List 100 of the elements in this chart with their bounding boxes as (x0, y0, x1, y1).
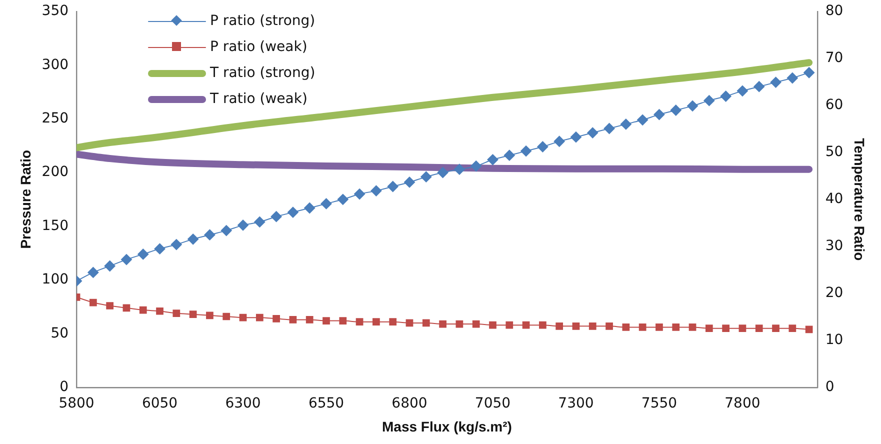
point (156, 307, 164, 315)
point (506, 321, 514, 329)
point (238, 220, 249, 231)
y2-axis-title: Temperature Ratio (852, 138, 868, 261)
point (356, 318, 364, 326)
x-tick-label: 5800 (58, 395, 94, 412)
point (372, 318, 380, 326)
point (588, 322, 596, 330)
point (755, 324, 763, 332)
point (772, 324, 780, 332)
point (688, 324, 696, 331)
point (422, 319, 430, 327)
point (522, 321, 530, 329)
point (104, 260, 116, 272)
point (738, 324, 746, 332)
y-tick-label: 350 (42, 3, 69, 20)
point (454, 164, 465, 175)
point (270, 211, 282, 222)
x-tick-label: 7800 (724, 395, 760, 412)
point (204, 229, 216, 240)
y-tick-label: 250 (42, 110, 69, 126)
point (456, 320, 464, 328)
y2-tick-label: 40 (825, 191, 844, 208)
point (704, 95, 715, 106)
point (272, 314, 280, 322)
point (354, 188, 366, 200)
point (88, 266, 99, 278)
y2-tick-label: 60 (825, 97, 844, 114)
point (337, 194, 348, 205)
x-tick-label: 7050 (474, 395, 511, 412)
point (705, 324, 713, 332)
x-tick-label: 6550 (308, 395, 344, 412)
y-tick-label: 100 (42, 272, 69, 288)
point (554, 136, 565, 147)
point (420, 171, 432, 182)
point (254, 216, 266, 228)
point (154, 243, 166, 254)
point (670, 104, 682, 116)
y2-tick-label: 70 (825, 50, 844, 66)
point (188, 234, 199, 245)
point (788, 324, 796, 332)
point (439, 320, 446, 328)
point (754, 81, 765, 92)
point (306, 316, 314, 324)
point (406, 319, 414, 327)
point (539, 321, 546, 329)
y-axis-title: Pressure Ratio (17, 150, 34, 249)
y2-tick-label: 20 (825, 285, 844, 302)
point (206, 312, 214, 320)
point (520, 146, 532, 157)
y2-tick-label: 80 (825, 3, 844, 20)
x-tick-label: 7550 (641, 395, 678, 412)
point (389, 318, 397, 326)
point (320, 198, 332, 210)
point (387, 181, 398, 192)
point (672, 324, 680, 331)
point (637, 114, 648, 126)
y2-tick-label: 10 (825, 332, 844, 348)
point (138, 248, 149, 260)
legend-label: T ratio (weak) (210, 91, 308, 107)
point (89, 298, 97, 306)
point (404, 176, 415, 188)
y2-tick-label: 50 (825, 144, 844, 160)
y-tick-label: 50 (50, 325, 69, 342)
point (189, 310, 197, 318)
point (220, 225, 232, 236)
point (722, 324, 730, 332)
legend-label: P ratio (strong) (210, 13, 316, 29)
point (622, 324, 630, 331)
y-tick-label: 300 (42, 56, 69, 73)
point (339, 317, 347, 324)
point (322, 317, 330, 324)
point (289, 316, 297, 324)
point (139, 306, 147, 314)
point (370, 185, 382, 196)
point (122, 304, 130, 312)
legend-label: P ratio (weak) (210, 39, 308, 55)
point (770, 76, 782, 88)
point (287, 206, 298, 218)
point (537, 141, 548, 152)
point (239, 314, 247, 322)
point (570, 132, 582, 143)
point (736, 85, 748, 96)
point (487, 154, 498, 166)
point (222, 312, 230, 320)
point (786, 72, 798, 84)
point (504, 150, 515, 161)
point (638, 324, 646, 331)
point (804, 67, 815, 78)
point (120, 254, 132, 266)
point (470, 160, 482, 172)
point (606, 322, 613, 330)
point (556, 322, 564, 330)
x-tick-label: 6050 (142, 395, 178, 412)
point (172, 310, 180, 317)
point (304, 202, 316, 214)
point (489, 321, 496, 329)
point (604, 122, 615, 134)
point (687, 100, 698, 112)
y-tick-label: 150 (42, 218, 69, 234)
